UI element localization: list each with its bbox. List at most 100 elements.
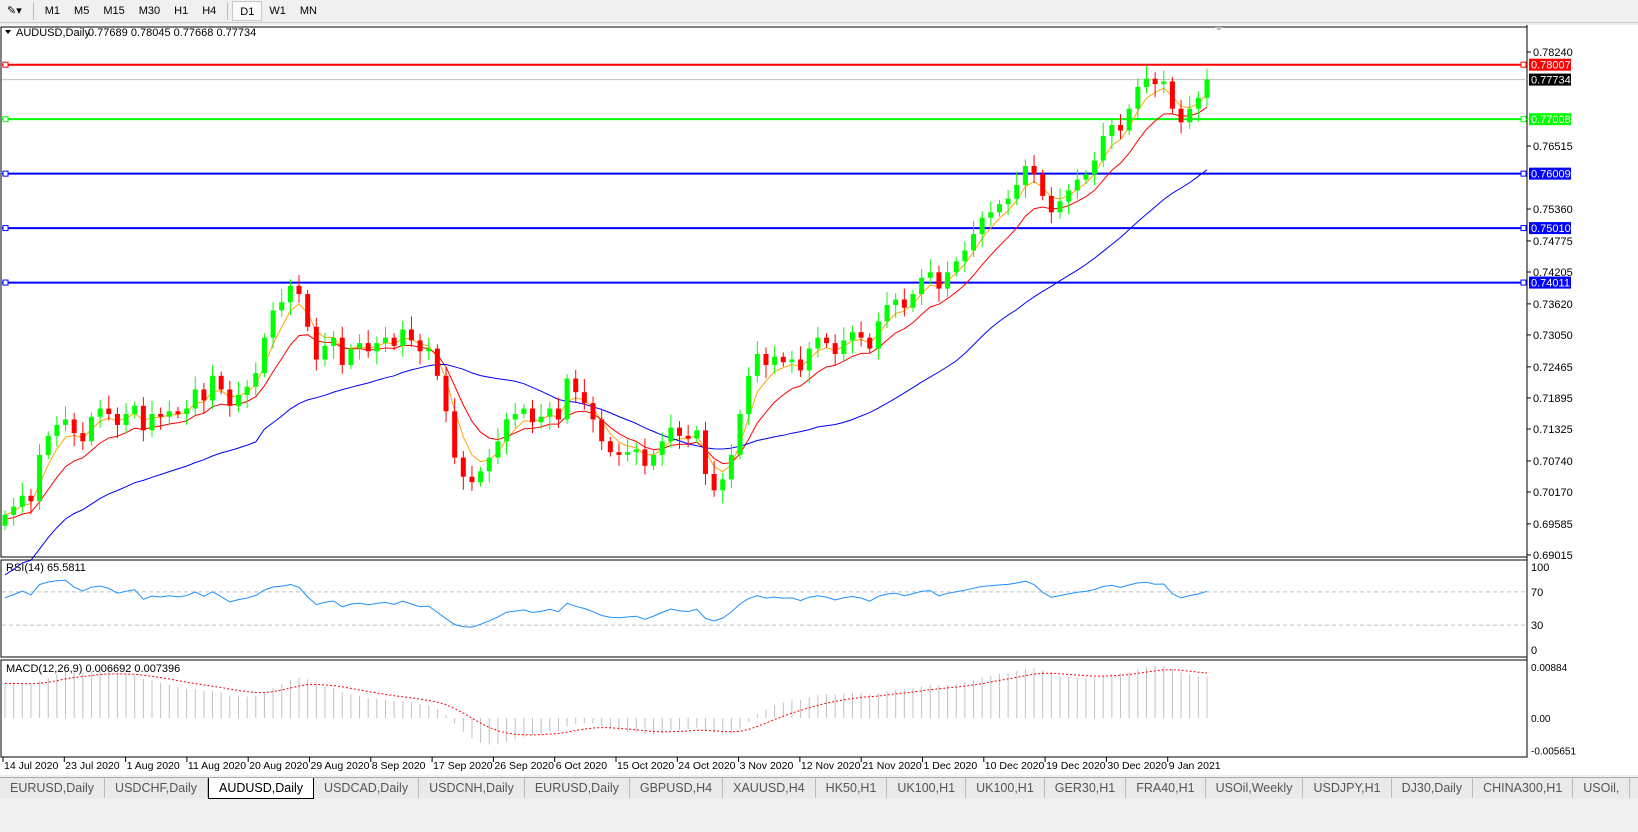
bull-candle	[400, 329, 406, 346]
chart-tab[interactable]: AUDUSD,Daily	[208, 778, 315, 799]
bull-candle	[737, 414, 743, 455]
date-label: 21 Nov 2020	[862, 760, 922, 772]
chart-tab[interactable]: GBPUSD,H4	[630, 778, 724, 798]
chart-tab[interactable]: EURUSD,Daily	[525, 778, 630, 798]
bull-candle	[1066, 190, 1072, 202]
line-handle[interactable]	[2, 116, 9, 123]
chart-tab[interactable]: USOil,Weekly	[1206, 778, 1304, 798]
line-handle[interactable]	[1520, 279, 1527, 286]
line-handle[interactable]	[2, 279, 9, 286]
bull-candle	[45, 435, 51, 455]
tab-scroll-arrows-icon[interactable]: ◂ ▸	[1630, 778, 1638, 798]
date-label: 11 Aug 2020	[188, 760, 246, 772]
chart-tab[interactable]: DJ30,Daily	[1392, 778, 1474, 798]
chart-tab[interactable]: USDCAD,Daily	[314, 778, 420, 798]
bull-candle	[971, 234, 977, 251]
chart-tab[interactable]: UK100,H1	[966, 778, 1045, 798]
bear-candle	[313, 326, 319, 360]
date-label: 29 Aug 2020	[311, 760, 370, 772]
chart-tab[interactable]: CHINA300,H1	[1473, 778, 1574, 798]
timeframe-m15[interactable]: M15	[103, 5, 125, 17]
macd-axis-label: 0.00884	[1531, 663, 1568, 674]
bull-candle	[945, 272, 951, 289]
chart-tab[interactable]: UK100,H1	[887, 778, 967, 798]
chart-window[interactable]: 0.78240 0.76515 0.75360 0.74775 0.74205 0.736…	[0, 25, 1638, 775]
main-chart-pane[interactable]	[0, 26, 1528, 558]
bull-candle	[746, 375, 752, 415]
chart-tab[interactable]: HK50,H1	[816, 778, 888, 798]
chart-tab[interactable]: USOil,	[1573, 778, 1631, 798]
collapse-triangle-icon[interactable]	[5, 30, 11, 34]
bull-candle	[1109, 125, 1115, 136]
bear-candle	[201, 389, 207, 401]
bull-candle	[478, 471, 484, 483]
date-label: 15 Oct 2020	[617, 760, 674, 772]
timeframe-mn[interactable]: MN	[299, 5, 317, 17]
bull-candle	[789, 359, 795, 363]
date-label: 20 Aug 2020	[249, 760, 308, 772]
bull-candle	[849, 332, 855, 341]
bear-candle	[114, 414, 120, 425]
bull-candle	[659, 441, 665, 455]
bull-candle	[910, 294, 916, 308]
bull-candle	[668, 427, 674, 442]
bull-candle	[54, 424, 60, 436]
chart-tab[interactable]: USDCNH,Daily	[419, 778, 525, 798]
bear-candle	[391, 337, 397, 346]
chart-tab[interactable]: USDJPY,H1	[1303, 778, 1392, 798]
bear-candle	[780, 356, 786, 363]
line-handle[interactable]	[1520, 225, 1527, 232]
bull-candle	[893, 299, 899, 305]
bull-candle	[270, 310, 276, 338]
bull-candle	[512, 414, 518, 420]
line-handle[interactable]	[1520, 170, 1527, 177]
timeframe-w1[interactable]: W1	[269, 5, 286, 17]
bear-candle	[702, 430, 708, 474]
bear-candle	[80, 433, 86, 442]
bull-candle	[1014, 185, 1020, 199]
line-handle[interactable]	[2, 61, 9, 68]
chart-tab[interactable]: USDCHF,Daily	[105, 778, 208, 798]
price-tick-label: 0.73620	[1533, 299, 1573, 311]
bull-candle	[720, 479, 726, 491]
line-handle[interactable]	[2, 170, 9, 177]
level-price-label: 0.74011	[1531, 278, 1570, 290]
level-price-label: 0.77008	[1531, 114, 1571, 126]
chart-shift-marker-icon[interactable]	[1215, 27, 1223, 31]
chart-tab[interactable]: XAUUSD,H4	[723, 778, 816, 798]
bear-candle	[581, 392, 587, 404]
bull-candle	[1161, 81, 1167, 85]
rsi-pane[interactable]	[0, 559, 1528, 658]
line-handle[interactable]	[1520, 116, 1527, 123]
date-label: 12 Nov 2020	[801, 760, 861, 772]
timeframe-h1[interactable]: H1	[174, 5, 189, 17]
chart-tab[interactable]: EURUSD,Daily	[0, 778, 106, 798]
bull-candle	[97, 408, 103, 417]
drawing-tools-icon[interactable]: ✎▾	[7, 5, 22, 17]
line-handle[interactable]	[1520, 61, 1527, 68]
date-label: 6 Oct 2020	[556, 760, 608, 772]
bull-candle	[279, 302, 285, 311]
bull-candle	[244, 386, 250, 395]
chart-canvas[interactable]: 0.78240 0.76515 0.75360 0.74775 0.74205 0.736…	[0, 25, 1638, 775]
bull-candle	[1204, 79, 1210, 98]
bid-price-label: 0.77734	[1531, 75, 1571, 87]
bull-candle	[979, 217, 985, 235]
bear-candle	[1118, 125, 1124, 131]
bull-candle	[253, 373, 259, 387]
timeframe-m5[interactable]: M5	[74, 5, 90, 17]
chart-tab[interactable]: GER30,H1	[1045, 778, 1127, 798]
bull-candle	[149, 414, 155, 431]
timeframe-m1[interactable]: M1	[44, 5, 61, 17]
macd-label: MACD(12,26,9) 0.006692 0.007396	[6, 663, 180, 675]
bear-candle	[677, 427, 683, 436]
level-price-label: 0.76009	[1531, 169, 1571, 181]
timeframe-h4[interactable]: H4	[202, 5, 217, 17]
bull-candle	[1187, 108, 1193, 123]
timeframe-m30[interactable]: M30	[138, 5, 161, 17]
line-handle[interactable]	[2, 225, 9, 232]
chart-tab[interactable]: FRA40,H1	[1126, 778, 1206, 798]
rsi-label: RSI(14) 65.5811	[6, 562, 86, 574]
bear-candle	[832, 343, 838, 355]
timeframe-d1[interactable]: D1	[232, 1, 263, 21]
